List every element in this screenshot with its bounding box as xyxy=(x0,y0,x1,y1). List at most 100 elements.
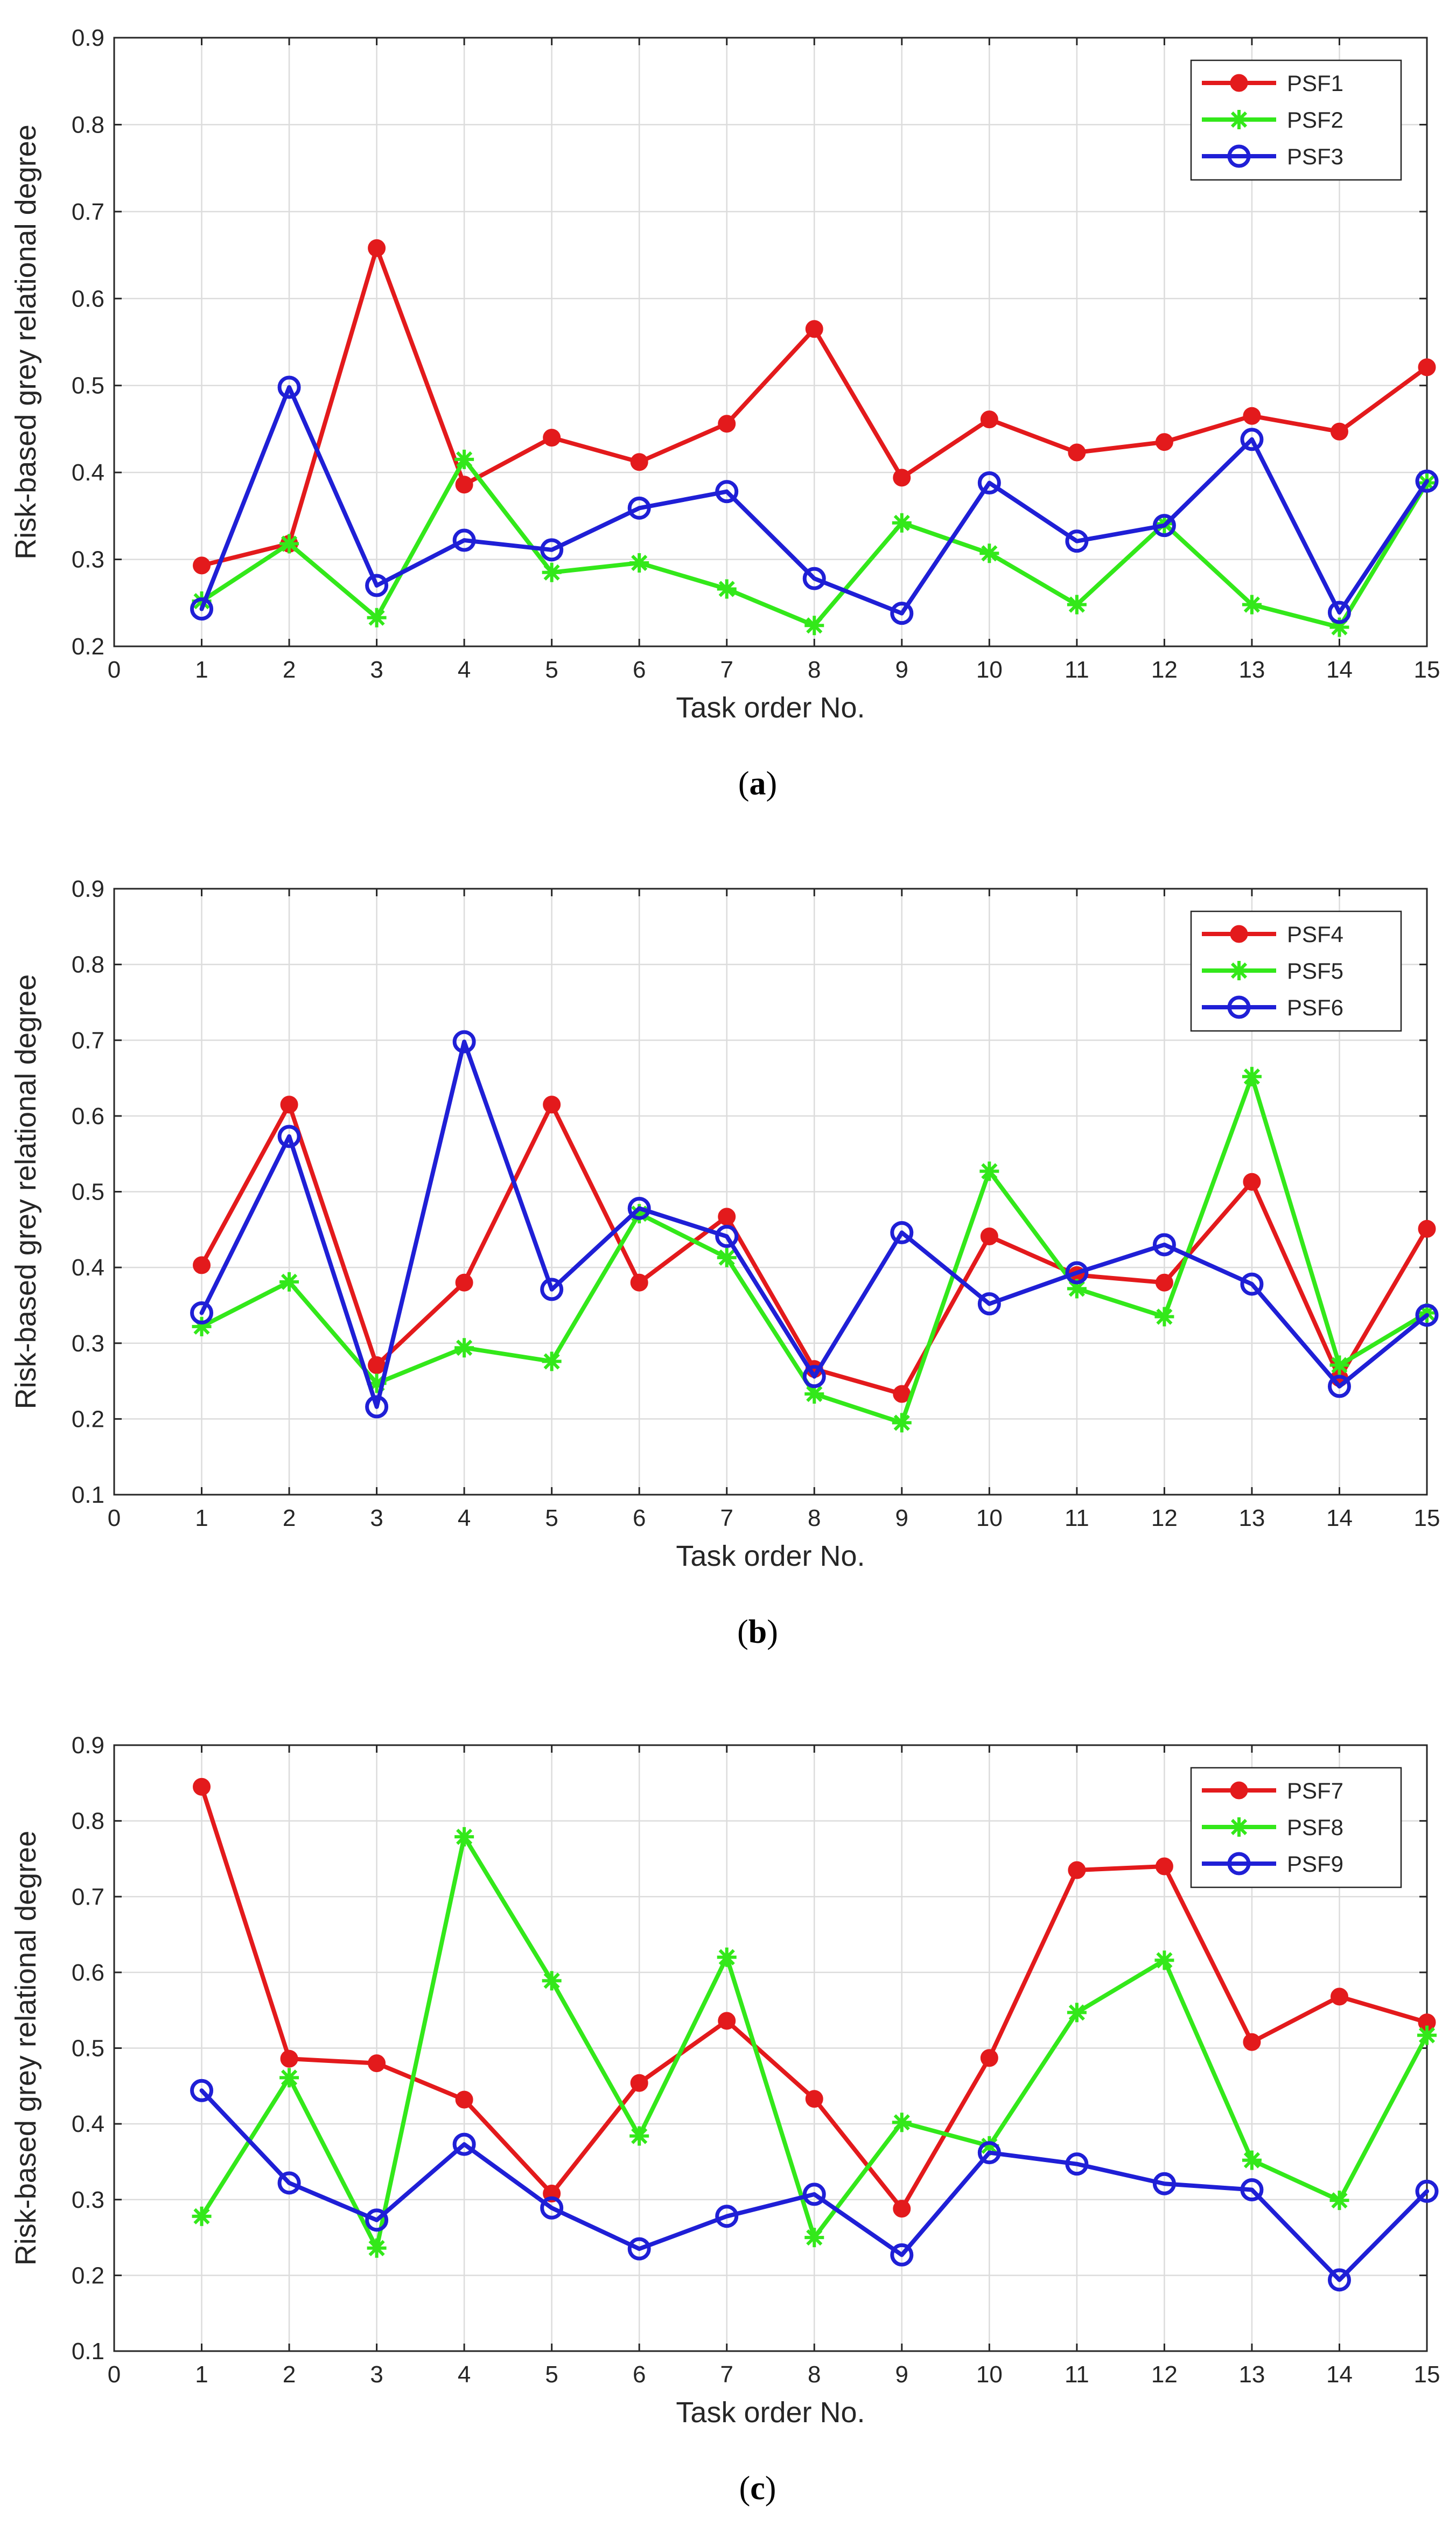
data-point xyxy=(1329,617,1349,637)
series-psf3 xyxy=(190,375,1439,625)
caption-close-paren: ) xyxy=(765,2470,776,2507)
series-line xyxy=(199,385,1429,616)
caption-letter: c xyxy=(750,2470,765,2507)
x-tick-label: 8 xyxy=(808,657,821,683)
data-point xyxy=(802,1365,826,1389)
data-point xyxy=(365,574,389,597)
series-line xyxy=(199,1040,1429,1409)
data-point xyxy=(367,2238,387,2258)
data-point xyxy=(1327,601,1351,624)
data-point xyxy=(717,579,737,599)
data-point xyxy=(1154,1307,1174,1327)
data-point xyxy=(627,496,651,520)
data-point xyxy=(1330,1988,1348,2006)
data-point xyxy=(192,2206,212,2226)
data-point xyxy=(367,608,387,627)
x-tick-label: 6 xyxy=(633,657,646,683)
data-point xyxy=(805,2090,823,2108)
caption-open-paren: ( xyxy=(739,2470,751,2507)
x-tick-label: 12 xyxy=(1151,1505,1178,1531)
legend-swatch-marker xyxy=(1229,961,1249,980)
data-point xyxy=(277,2171,301,2195)
data-point xyxy=(1152,1233,1176,1257)
x-tick-label: 13 xyxy=(1238,657,1265,683)
data-point xyxy=(1330,422,1348,441)
data-point xyxy=(1065,529,1089,553)
data-point xyxy=(1155,1857,1173,1875)
data-point xyxy=(1242,2150,1262,2170)
data-point xyxy=(893,1385,911,1403)
caption-open-paren: ( xyxy=(737,1614,748,1650)
data-point xyxy=(718,1208,736,1226)
x-tick-label: 12 xyxy=(1151,657,1178,683)
data-point xyxy=(980,410,998,429)
x-tick-label: 15 xyxy=(1414,1505,1440,1531)
data-point xyxy=(892,1413,912,1433)
data-point xyxy=(1155,1273,1173,1292)
data-point xyxy=(630,453,648,471)
data-point xyxy=(977,471,1001,495)
data-point xyxy=(1240,428,1264,451)
data-point xyxy=(193,1256,211,1274)
series-psf4 xyxy=(193,1096,1436,1403)
y-tick-label: 0.6 xyxy=(72,1960,104,1986)
data-point xyxy=(715,480,739,504)
data-point xyxy=(630,2074,648,2092)
data-point xyxy=(193,556,211,575)
y-tick-label: 0.7 xyxy=(72,199,104,225)
y-tick-label: 0.4 xyxy=(72,1254,104,1281)
y-tick-label: 0.6 xyxy=(72,1103,104,1129)
y-tick-label: 0.1 xyxy=(72,2338,104,2365)
legend-swatch-marker xyxy=(1227,144,1251,168)
x-tick-label: 10 xyxy=(976,1505,1003,1531)
caption-letter: a xyxy=(750,765,766,802)
data-point xyxy=(280,2049,298,2068)
chart-panel-a: 0 1 2 3 4 5 6 7 8 9 10 11 12 13 14 150.20.30.40.50.60.7… xyxy=(10,25,1440,802)
data-point xyxy=(1152,514,1176,538)
data-point xyxy=(630,1273,648,1292)
data-point xyxy=(979,1161,999,1181)
series-psf7 xyxy=(193,1777,1436,2218)
x-tick-label: 11 xyxy=(1065,657,1089,683)
data-point xyxy=(629,2126,649,2146)
data-point xyxy=(454,1338,474,1358)
legend-swatch-marker xyxy=(1229,1817,1249,1837)
x-axis-label: Task order No. xyxy=(676,2396,865,2429)
data-point xyxy=(1327,2268,1351,2292)
data-point xyxy=(1067,595,1087,615)
data-point xyxy=(1068,1861,1086,1879)
data-point xyxy=(627,1196,651,1220)
data-point xyxy=(977,2141,1001,2165)
x-axis-label: Task order No. xyxy=(676,1540,865,1572)
series-psf9 xyxy=(190,2079,1439,2292)
data-point xyxy=(1240,2178,1264,2201)
chart-panel-c: 0 1 2 3 4 5 6 7 8 9 10 11 12 13 14 150.10.20.30.40.50.6… xyxy=(10,1732,1440,2507)
data-point xyxy=(277,1125,301,1148)
data-point xyxy=(542,562,562,582)
data-point xyxy=(890,2243,914,2267)
x-tick-label: 1 xyxy=(195,2361,208,2388)
data-point xyxy=(1417,1303,1437,1323)
caption-close-paren: ) xyxy=(767,1614,778,1650)
x-tick-label: 15 xyxy=(1414,2361,1440,2388)
x-tick-label: 14 xyxy=(1326,657,1353,683)
legend-label: PSF7 xyxy=(1287,1778,1343,1803)
data-point xyxy=(540,2196,564,2220)
data-point xyxy=(455,2090,473,2109)
legend-label: PSF1 xyxy=(1287,71,1343,96)
y-tick-label: 0.3 xyxy=(72,2187,104,2213)
data-point xyxy=(1067,2003,1087,2023)
data-point xyxy=(805,320,823,338)
data-point xyxy=(454,449,474,469)
x-tick-label: 12 xyxy=(1151,2361,1178,2388)
panel-caption: (b) xyxy=(737,1614,778,1650)
x-tick-label: 5 xyxy=(545,2361,558,2388)
data-point xyxy=(1243,2033,1261,2051)
caption-open-paren: ( xyxy=(738,765,750,802)
data-point xyxy=(280,1096,298,1114)
data-point xyxy=(543,1096,561,1114)
data-point xyxy=(1415,469,1439,493)
y-tick-label: 0.4 xyxy=(72,459,104,486)
x-tick-label: 2 xyxy=(283,657,296,683)
y-tick-label: 0.9 xyxy=(72,1732,104,1759)
